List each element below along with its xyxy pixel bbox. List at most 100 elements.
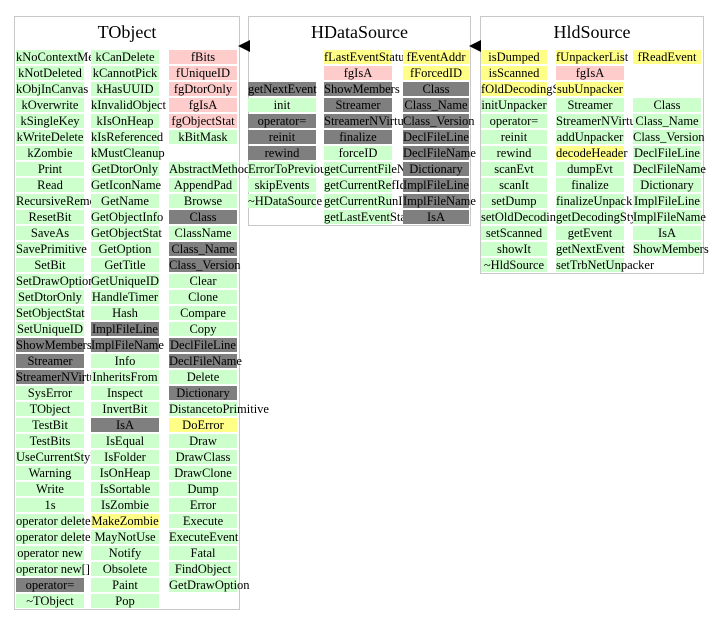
member-cell: ResetBit [16, 210, 84, 224]
member-cell: Compare [169, 306, 237, 320]
member-cell: decodeHeader [556, 146, 628, 160]
member-cell: MakeZombie [91, 514, 159, 528]
member-cell: InheritsFrom [91, 370, 159, 384]
member-cell: Obsolete [91, 562, 159, 576]
member-cell: operator new[] [16, 562, 90, 576]
member-cell: ~HDataSource [248, 194, 323, 208]
member-cell: fUniqueID [169, 66, 237, 80]
member-cell: fForcedID [403, 66, 469, 80]
member-cell: ImplFileLine [633, 194, 701, 208]
member-cell: operator= [248, 114, 316, 128]
member-cell: TestBit [16, 418, 84, 432]
member-cell: ~HldSource [481, 258, 547, 272]
member-cell: GetUniqueID [91, 274, 160, 288]
member-cell: Pop [91, 594, 159, 608]
member-cell: finalize [324, 130, 392, 144]
member-cell: operator= [16, 578, 84, 592]
member-cell: fOldDecodingStyle [481, 82, 579, 96]
member-cell: IsZombie [91, 498, 159, 512]
member-cell: kCanDelete [91, 50, 159, 64]
member-cell: ImplFileLine [403, 178, 469, 192]
member-cell: Fatal [169, 546, 237, 560]
member-cell: ShowMembers [633, 242, 709, 256]
member-cell: Clone [169, 290, 237, 304]
member-cell: Delete [169, 370, 237, 384]
member-cell: Class_Name [169, 242, 237, 256]
member-cell: Class [403, 82, 469, 96]
member-cell: ShowMembers [324, 82, 400, 96]
member-cell: fLastEventStatus [324, 50, 410, 64]
member-cell: Class [169, 210, 237, 224]
member-cell: IsOnHeap [91, 466, 159, 480]
member-cell: setDump [481, 194, 547, 208]
member-cell: Clear [169, 274, 237, 288]
member-cell: rewind [481, 146, 547, 160]
member-cell: finalizeUnpackers [556, 194, 647, 208]
member-cell: getDecodingStyle [556, 210, 646, 224]
member-cell: Hash [91, 306, 159, 320]
member-cell: kBitMask [169, 130, 237, 144]
member-cell: fgObjectStat [169, 114, 237, 128]
member-cell: getCurrentRefId [324, 178, 406, 192]
member-cell: getEvent [556, 226, 624, 240]
member-cell: SavePrimitive [16, 242, 87, 256]
member-cell: GetDtorOnly [91, 162, 159, 176]
inheritance-arrow-hdatasource-to-tobject [238, 40, 250, 52]
member-cell: Notify [91, 546, 159, 560]
member-cell: Class_Version [403, 114, 475, 128]
member-cell: operator delete[] [16, 530, 99, 544]
member-cell: kZombie [16, 146, 84, 160]
member-cell: IsA [91, 418, 159, 432]
member-cell: Class_Name [403, 98, 469, 112]
member-cell: kSingleKey [16, 114, 84, 128]
member-cell: dumpEvt [556, 162, 624, 176]
member-cell: kOverwrite [16, 98, 84, 112]
member-cell: 1s [16, 498, 84, 512]
member-cell: IsSortable [91, 482, 159, 496]
member-cell: TestBits [16, 434, 84, 448]
member-cell: initUnpacker [481, 98, 547, 112]
member-cell: ImplFileName [91, 338, 164, 352]
member-cell: ImplFileName [403, 194, 476, 208]
member-cell: FindObject [169, 562, 237, 576]
member-cell: Dump [169, 482, 237, 496]
member-cell: GetObjectInfo [91, 210, 164, 224]
member-cell: IsFolder [91, 450, 159, 464]
member-cell: isScanned [481, 66, 547, 80]
member-cell: GetName [91, 194, 159, 208]
member-cell: Class [633, 98, 701, 112]
member-cell: kNotDeleted [16, 66, 84, 80]
member-cell: Dictionary [169, 386, 237, 400]
member-cell: ImplFileName [633, 210, 706, 224]
member-cell: reinit [248, 130, 316, 144]
member-cell: DeclFileName [403, 146, 476, 160]
member-cell: kObjInCanvas [16, 82, 89, 96]
member-cell: setScanned [481, 226, 547, 240]
member-cell: GetOption [91, 242, 159, 256]
class-title: TObject [97, 22, 157, 42]
member-cell: Print [16, 162, 84, 176]
member-cell: fUnpackerList [556, 50, 629, 64]
member-cell: IsA [403, 210, 469, 224]
member-cell: SetBit [16, 258, 84, 272]
member-cell: kIsReferenced [91, 130, 164, 144]
member-cell: HandleTimer [91, 290, 159, 304]
member-cell: Inspect [91, 386, 159, 400]
member-cell: SetObjectStat [16, 306, 85, 320]
member-cell: InvertBit [91, 402, 159, 416]
member-cell: DeclFileLine [403, 130, 469, 144]
member-cell: TObject [16, 402, 84, 416]
member-cell: getNextEvent [556, 242, 625, 256]
member-cell: AbstractMethod [169, 162, 251, 176]
member-cell: forceID [324, 146, 392, 160]
member-cell: fBits [169, 50, 237, 64]
member-cell: Draw [169, 434, 237, 448]
member-cell: Browse [169, 194, 237, 208]
member-cell: Streamer [556, 98, 624, 112]
member-cell: skipEvents [248, 178, 316, 192]
inheritance-arrow-hldsource-to-hdatasource [469, 40, 481, 52]
member-cell: subUnpacker [556, 82, 624, 96]
member-cell: StreamerNVirtual [16, 370, 105, 384]
member-cell: operator new [16, 546, 84, 560]
member-cell: operator= [481, 114, 547, 128]
